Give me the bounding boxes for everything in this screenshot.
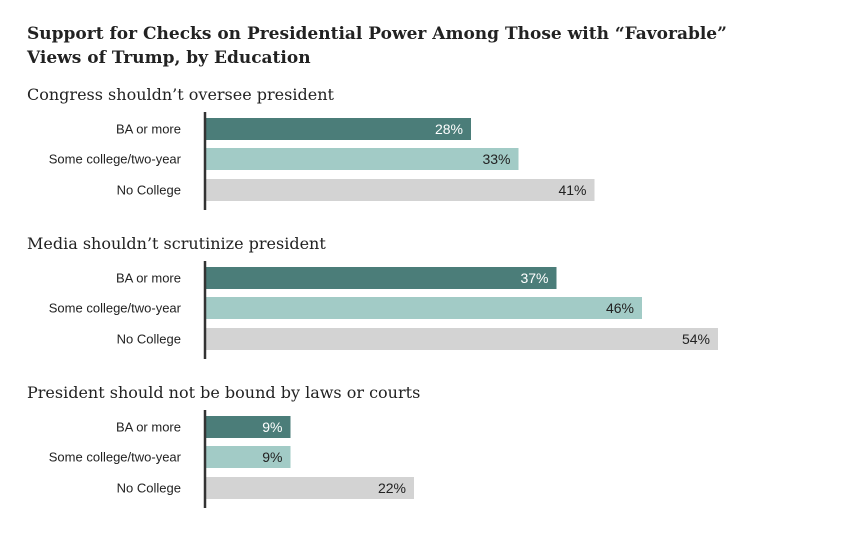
panel-title: Media shouldn’t scrutinize president [27, 234, 326, 253]
bar [205, 267, 557, 289]
value-label: 9% [262, 419, 282, 435]
chart-title-line-2: Views of Trump, by Education [27, 48, 311, 68]
category-label: Some college/two-year [49, 152, 182, 167]
value-label: 46% [606, 300, 634, 316]
value-label: 28% [435, 121, 463, 137]
panel-title: President should not be bound by laws or… [27, 383, 420, 402]
category-label: Some college/two-year [49, 301, 182, 316]
bar [205, 118, 471, 140]
value-label: 37% [520, 270, 548, 286]
category-label: No College [117, 332, 181, 347]
panel-2: Media shouldn’t scrutinize president BA o… [27, 234, 718, 359]
value-label: 41% [558, 182, 586, 198]
category-label: No College [117, 183, 181, 198]
bar [205, 297, 642, 319]
category-label: No College [117, 481, 181, 496]
chart-title-line-1: Support for Checks on Presidential Power… [27, 24, 727, 44]
category-label: Some college/two-year [49, 450, 182, 465]
value-label: 22% [378, 480, 406, 496]
bar [205, 179, 595, 201]
category-label: BA or more [116, 420, 181, 435]
value-label: 33% [482, 151, 510, 167]
value-label: 54% [682, 331, 710, 347]
bar [205, 148, 519, 170]
bar [205, 328, 718, 350]
bar [205, 416, 291, 438]
value-label: 9% [262, 449, 282, 465]
bar [205, 477, 414, 499]
panel-1: Congress shouldn’t oversee president BA o… [27, 85, 595, 210]
category-label: BA or more [116, 271, 181, 286]
panel-3: President should not be bound by laws or… [27, 383, 420, 508]
category-label: BA or more [116, 122, 181, 137]
bar [205, 446, 291, 468]
panel-title: Congress shouldn’t oversee president [27, 85, 334, 104]
